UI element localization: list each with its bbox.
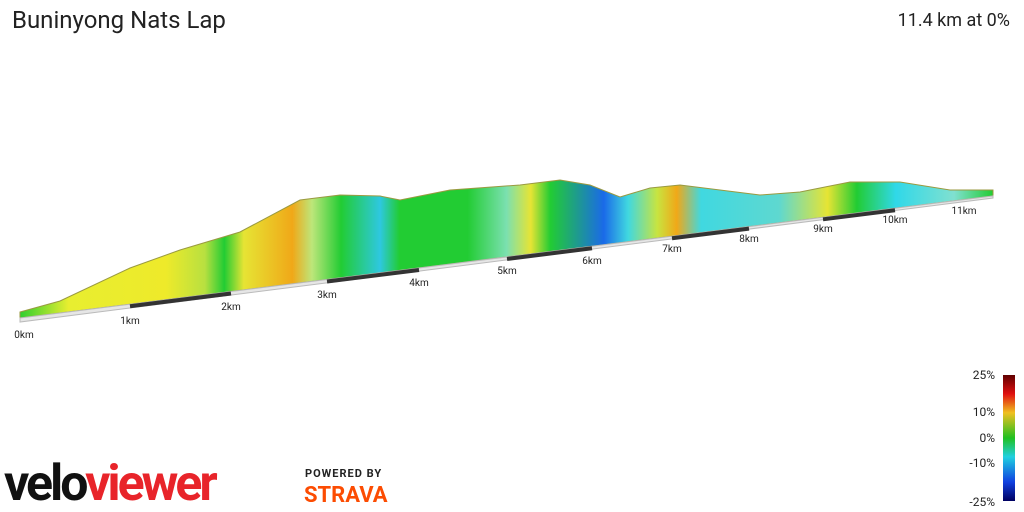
- legend-label: 25%: [973, 368, 995, 382]
- km-segment: [822, 208, 896, 222]
- distance-label: 7km: [662, 244, 682, 255]
- km-segment: [506, 246, 593, 261]
- legend-label: -10%: [969, 456, 995, 470]
- strava-logo: STRAVA: [304, 483, 388, 508]
- profile-fill: [19, 179, 994, 319]
- distance-markers: 0km 1km 2km 3km 4km 5km 6km 7km 8km 9km 10km 11km: [14, 206, 977, 341]
- km-segment: [326, 267, 420, 284]
- logo-viewer: viewer: [85, 455, 217, 512]
- logo-velo: velo: [4, 455, 87, 512]
- powered-by: POWERED BY: [305, 467, 382, 480]
- distance-label: 3km: [317, 290, 337, 301]
- title: Buninyong Nats Lap: [12, 6, 226, 34]
- distance-label: 10km: [882, 215, 907, 226]
- elevation-profile: [19, 179, 994, 323]
- legend-label: 10%: [973, 405, 995, 419]
- distance-label: 9km: [813, 224, 833, 235]
- summary: 11.4 km at 0%: [898, 10, 1010, 31]
- distance-label: 11km: [951, 206, 976, 217]
- km-segment: [129, 291, 232, 309]
- legend-label: 0%: [979, 431, 995, 445]
- distance-label: 2km: [221, 302, 241, 313]
- distance-label: 4km: [409, 278, 429, 289]
- distance-label: 8km: [739, 234, 759, 245]
- distance-label: 6km: [582, 256, 602, 267]
- km-segment: [671, 226, 750, 241]
- profile-base: [19, 195, 994, 323]
- distance-label: 0km: [14, 330, 34, 341]
- legend-label: -25%: [969, 495, 995, 509]
- distance-label: 1km: [120, 316, 140, 327]
- gradient-legend: [1003, 375, 1015, 501]
- distance-label: 5km: [497, 266, 517, 277]
- logo: veloviewer: [4, 455, 217, 512]
